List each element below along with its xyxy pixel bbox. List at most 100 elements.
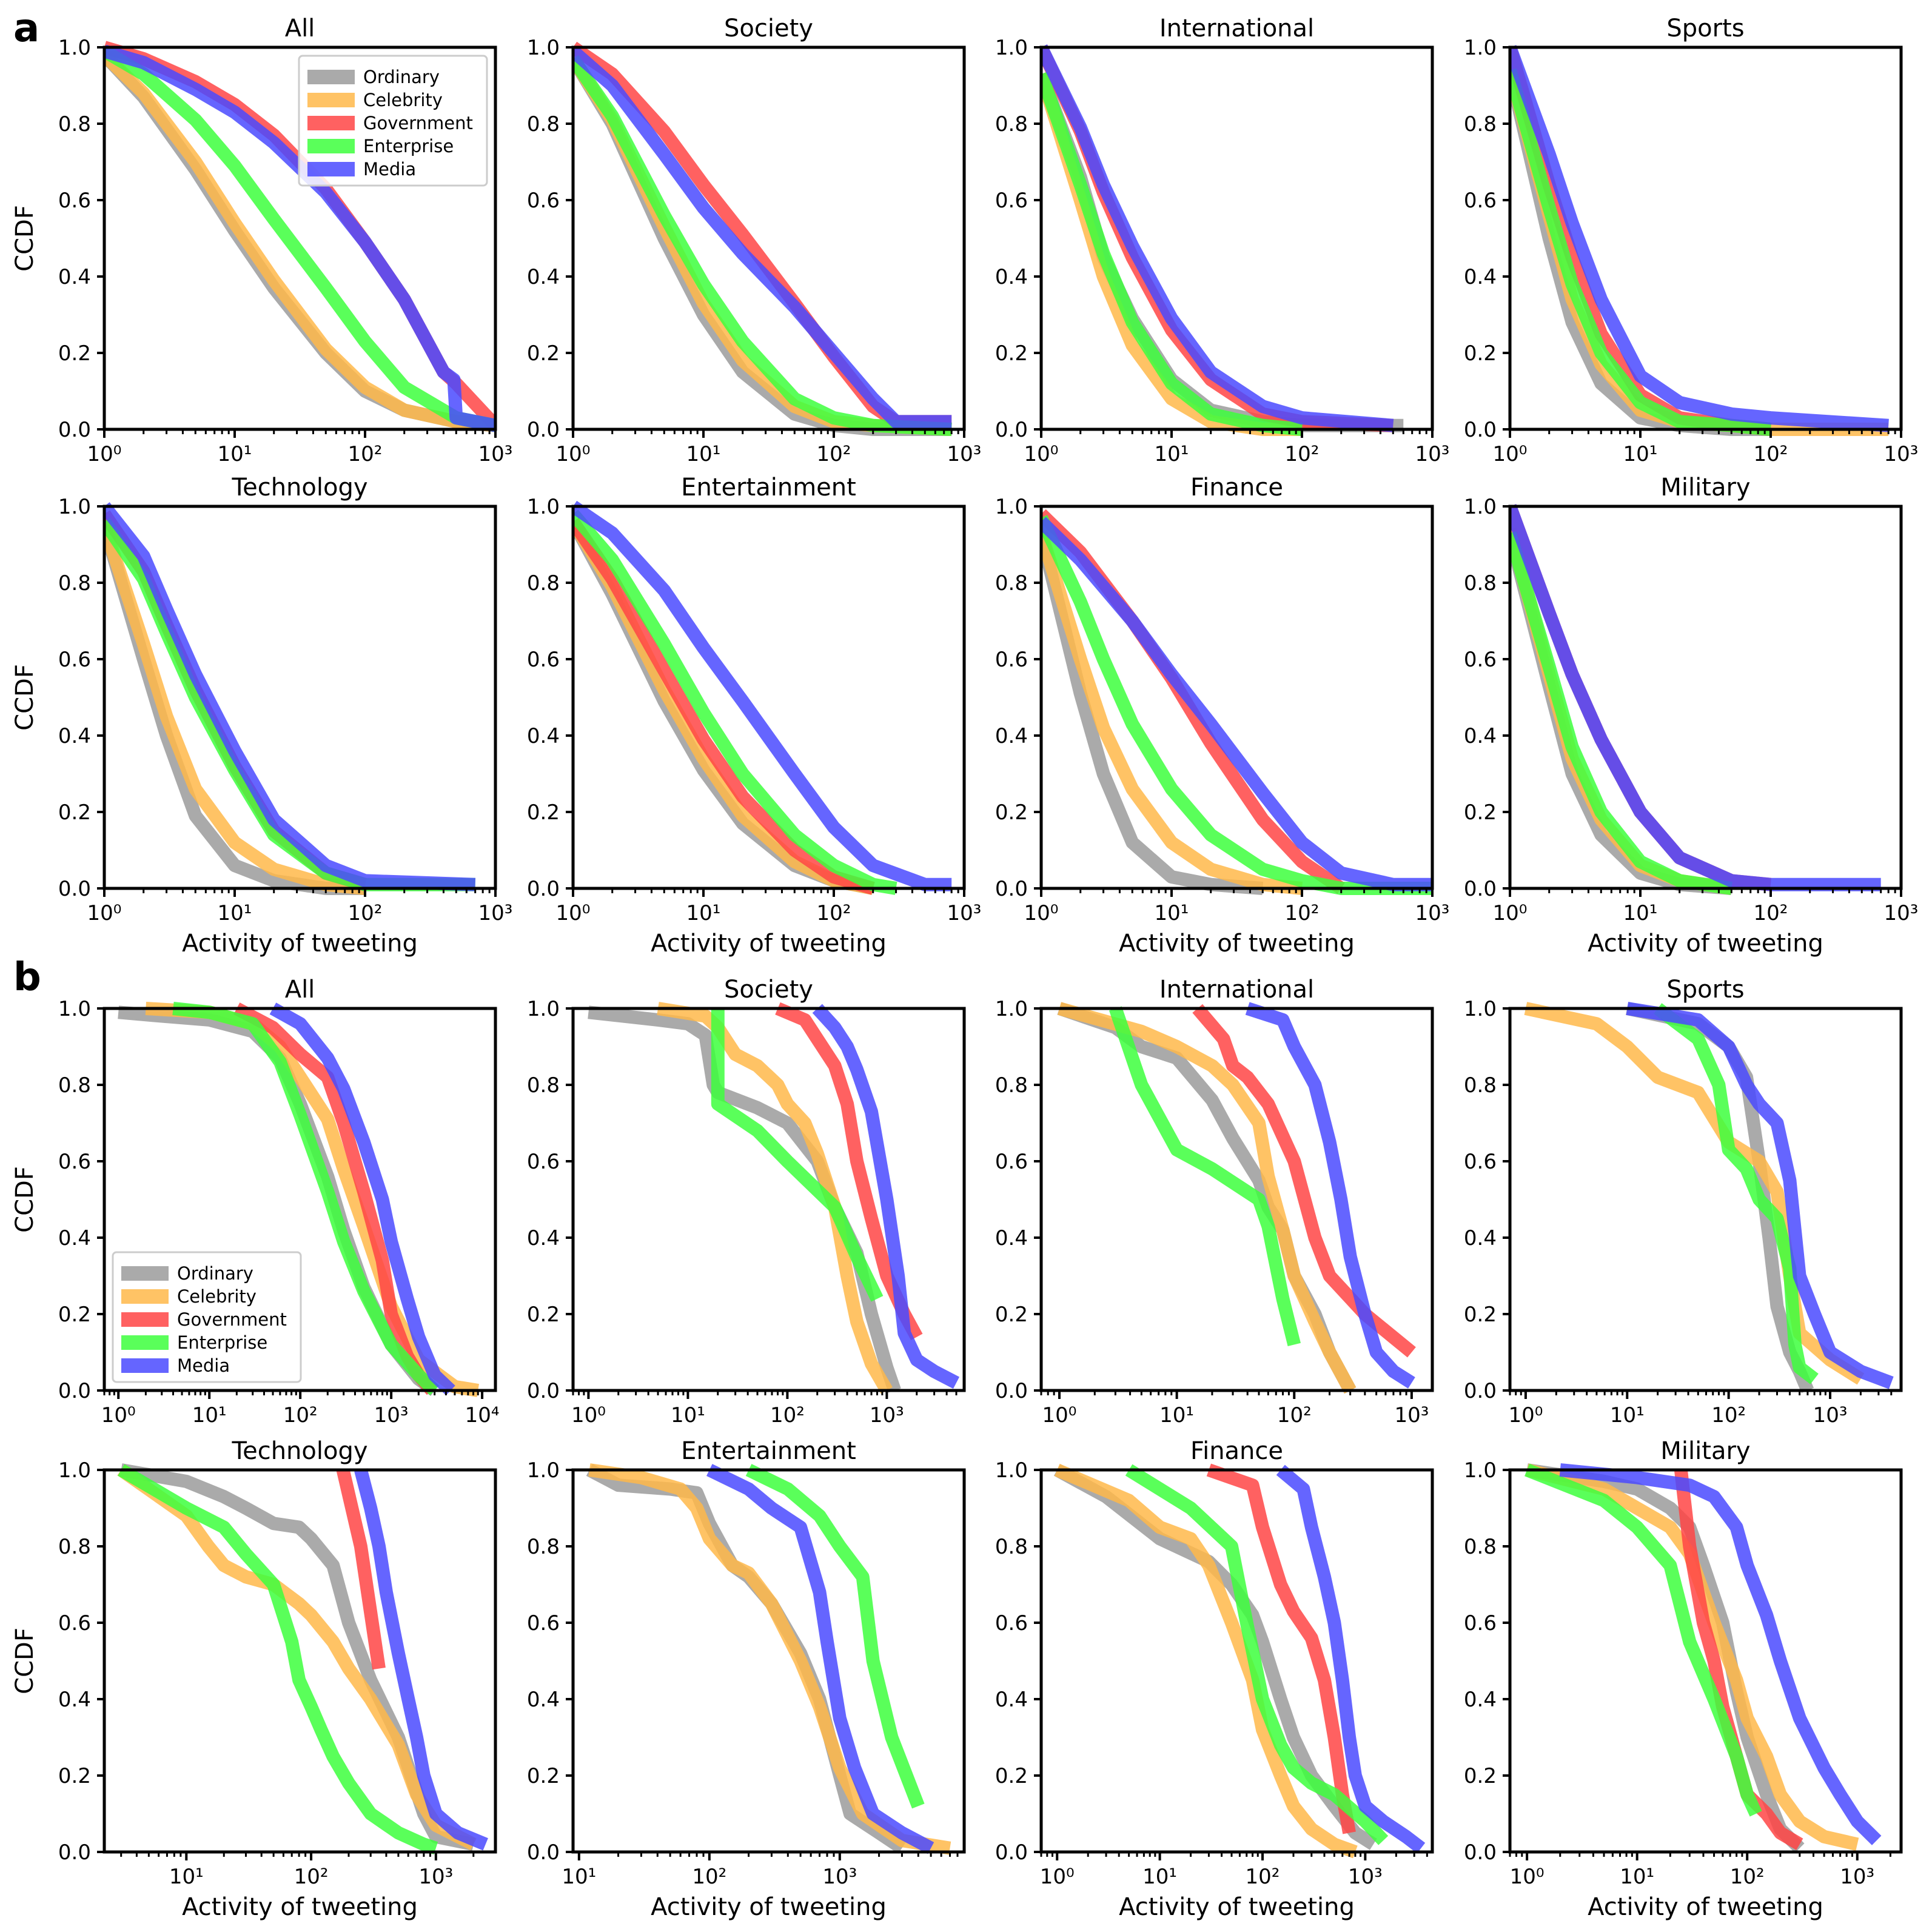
series-line-enterprise (1510, 68, 1772, 436)
x-tick-label: 10⁰ (87, 442, 122, 466)
x-tick-label: 10¹ (169, 1865, 204, 1889)
y-tick-label: 0.2 (1464, 341, 1497, 366)
x-tick-label: 10² (692, 1865, 726, 1889)
y-axis-label: CCDF (11, 1628, 39, 1694)
y-tick-label: 0.6 (527, 1150, 560, 1174)
y-axis-label: CCDF (11, 664, 39, 731)
series-line-media (573, 500, 952, 891)
series-line-government (1192, 1004, 1416, 1358)
series-line-enterprise (1654, 1003, 1819, 1384)
x-axis-label: Activity of tweeting (1588, 1893, 1823, 1921)
y-tick-label: 0.0 (58, 418, 91, 442)
x-axis-label: Activity of tweeting (1119, 930, 1355, 958)
axes-frame (571, 1468, 966, 1854)
y-tick-label: 0.2 (58, 1764, 91, 1788)
chart-title: International (1159, 976, 1314, 1004)
y-tick-label: 0.0 (995, 1379, 1028, 1403)
series-group (1057, 1002, 1416, 1394)
x-tick-label: 10³ (947, 901, 982, 925)
x-tick-label: 10⁰ (1510, 1865, 1545, 1889)
x-tick-label: 10² (1285, 442, 1320, 466)
series-line-media (1626, 1002, 1894, 1389)
x-tick-label: 10² (770, 1403, 805, 1427)
x-tick-label: 10³ (822, 1865, 857, 1889)
y-tick-label: 0.0 (995, 418, 1028, 442)
series-line-enterprise (1125, 1464, 1389, 1845)
y-tick-label: 1.0 (527, 495, 560, 519)
legend-label-enterprise: Enterprise (363, 136, 454, 156)
legend-label-government: Government (177, 1309, 287, 1330)
x-tick-label: 10⁰ (556, 442, 591, 466)
y-tick-label: 0.8 (58, 571, 91, 595)
series-line-celebrity (1525, 1463, 1859, 1851)
legend-label-celebrity: Celebrity (177, 1286, 257, 1307)
series-line-media (1245, 1002, 1415, 1389)
x-tick-label: 10¹ (1155, 901, 1189, 925)
y-tick-label: 0.6 (995, 189, 1028, 213)
y-tick-label: 0.8 (58, 112, 91, 136)
x-tick-label: 10³ (1884, 442, 1919, 466)
y-tick-label: 0.4 (58, 724, 91, 748)
axes-frame (1039, 1468, 1434, 1854)
chart-title: Sports (1666, 15, 1744, 42)
x-tick-label: 10³ (870, 1403, 904, 1427)
x-tick-label: 10⁰ (1040, 1865, 1075, 1889)
y-tick-label: 0.2 (527, 800, 560, 825)
series-line-enterprise (118, 1464, 438, 1855)
x-tick-label: 10⁰ (1024, 901, 1059, 925)
series-group (1041, 44, 1404, 436)
axes-frame (571, 1007, 966, 1392)
y-tick-label: 1.0 (527, 997, 560, 1021)
y-tick-label: 0.6 (527, 1611, 560, 1635)
series-line-government (336, 1468, 386, 1670)
legend-label-enterprise: Enterprise (177, 1332, 267, 1353)
series-line-enterprise (1524, 1463, 1762, 1817)
y-tick-label: 0.4 (995, 1226, 1028, 1250)
x-tick-label: 10⁰ (1493, 901, 1528, 925)
legend-label-ordinary: Ordinary (363, 67, 440, 87)
x-tick-label: 10⁰ (556, 901, 591, 925)
series-line-celebrity (1041, 531, 1303, 895)
axes-frame (1508, 45, 1903, 431)
y-tick-label: 0.2 (527, 341, 560, 366)
x-tick-label: 10¹ (686, 901, 721, 925)
x-tick-label: 10⁰ (1508, 1403, 1543, 1427)
y-tick-label: 1.0 (58, 1458, 91, 1483)
series-line-enterprise (573, 55, 952, 436)
series-group (573, 500, 952, 895)
y-axis-label: CCDF (11, 205, 39, 272)
x-tick-label: 10⁰ (101, 1403, 136, 1427)
chart-title: Society (724, 976, 813, 1004)
y-tick-label: 0.4 (1464, 265, 1497, 289)
series-group (104, 502, 476, 895)
axes-frame (571, 505, 966, 890)
axes-frame (571, 45, 966, 431)
x-axis-label: Activity of tweeting (651, 1893, 887, 1921)
axes-frame (1039, 45, 1434, 431)
series-line-media (1041, 517, 1432, 891)
series-line-media (104, 502, 476, 891)
y-tick-label: 1.0 (527, 36, 560, 60)
chart-title: Military (1660, 1437, 1750, 1465)
series-line-celebrity (1524, 1002, 1865, 1385)
y-tick-label: 0.2 (58, 1303, 91, 1327)
series-line-enterprise (1041, 515, 1432, 895)
y-tick-label: 0.6 (1464, 1611, 1497, 1635)
y-tick-label: 0.2 (995, 341, 1028, 366)
x-axis-label: Activity of tweeting (182, 930, 418, 958)
y-tick-label: 0.2 (58, 341, 91, 366)
y-tick-label: 0.0 (1464, 1840, 1497, 1865)
axes-frame (1039, 505, 1434, 890)
x-tick-label: 10¹ (562, 1865, 596, 1889)
series-line-enterprise (1041, 72, 1303, 436)
x-tick-label: 10³ (1415, 442, 1450, 466)
x-tick-label: 10² (817, 901, 851, 925)
chart-panel-a-entertainment: 0.0 0.2 0.4 0.6 0.8 1.0 10⁰ 10¹ 10² 10³ Entertainm… (527, 474, 982, 958)
y-tick-label: 0.8 (995, 112, 1028, 136)
y-tick-label: 0.8 (58, 1535, 91, 1559)
y-tick-label: 0.8 (1464, 1535, 1497, 1559)
x-tick-label: 10¹ (1623, 901, 1658, 925)
x-tick-label: 10¹ (218, 901, 252, 925)
x-tick-label: 10³ (478, 901, 513, 925)
series-line-ordinary (1053, 1464, 1377, 1850)
